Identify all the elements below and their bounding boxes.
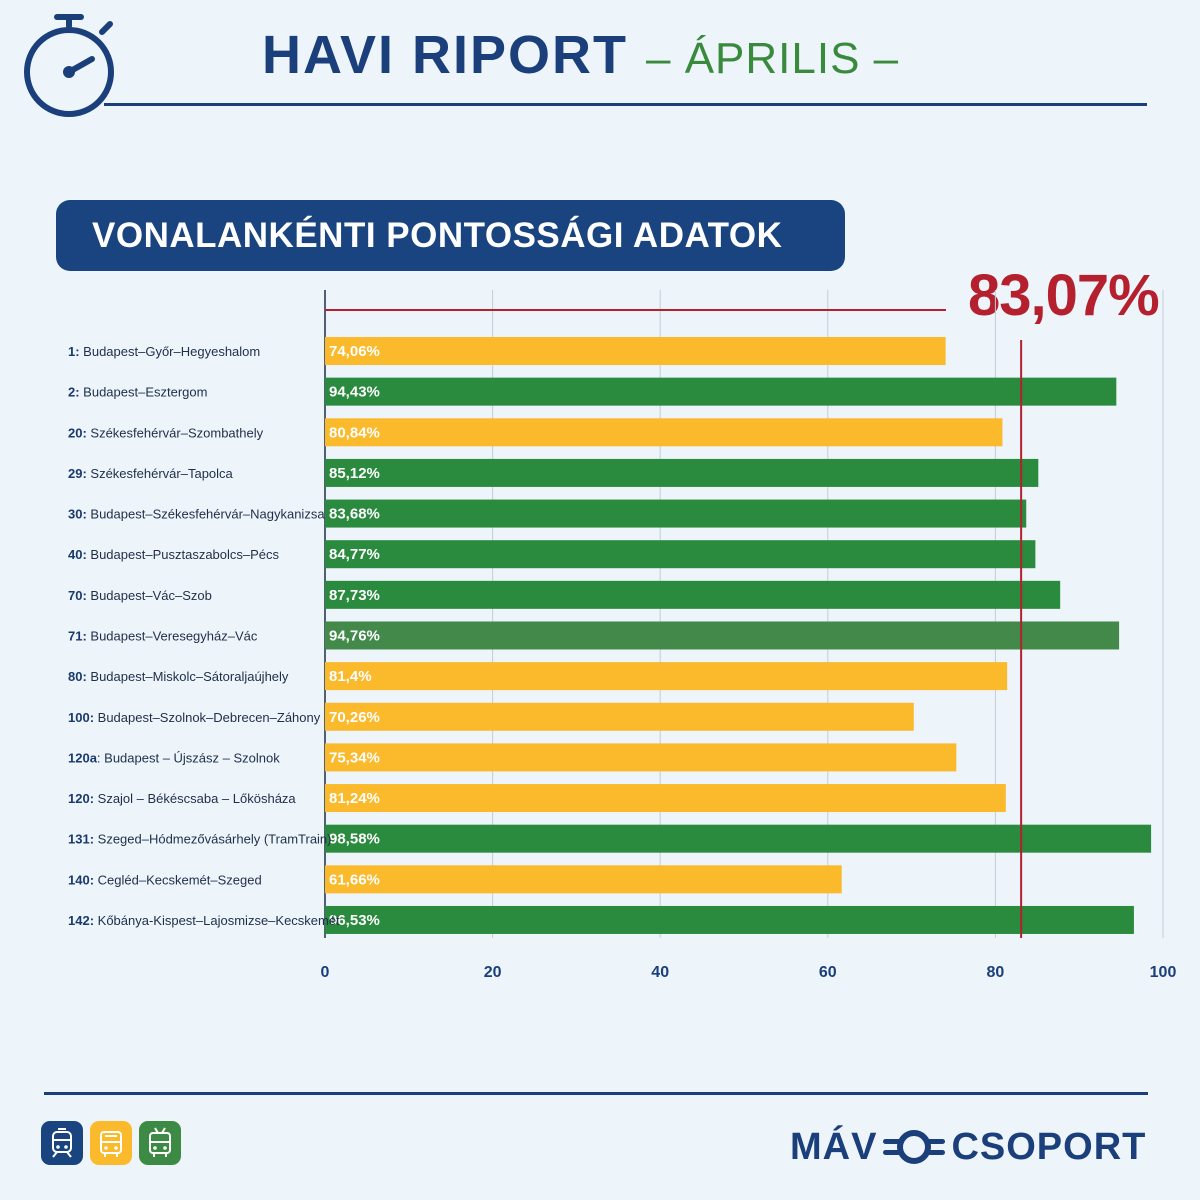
train-icon <box>41 1121 83 1165</box>
category-label: 100: Budapest–Szolnok–Debrecen–Záhony <box>68 710 321 725</box>
x-tick-label: 40 <box>651 964 669 981</box>
category-label: 29: Székesfehérvár–Tapolca <box>68 466 234 481</box>
category-label: 142: Kőbánya-Kispest–Lajosmizse–Kecskemé… <box>68 913 340 928</box>
bar-value-label: 81,24% <box>329 790 380 807</box>
category-label: 30: Budapest–Székesfehérvár–Nagykanizsa <box>68 507 325 522</box>
category-label: 80: Budapest–Miskolc–Sátoraljaújhely <box>68 669 289 684</box>
bar <box>325 662 1008 691</box>
bar-value-label: 84,77% <box>329 546 380 563</box>
logo-text-left: MÁV <box>790 1125 878 1168</box>
reference-value-label: 83,07% <box>968 263 1160 328</box>
bar <box>325 621 1120 650</box>
category-label: 131: Szeged–Hódmezővásárhely (TramTrain) <box>68 832 332 847</box>
bar-value-label: 87,73% <box>329 587 380 604</box>
x-tick-label: 0 <box>321 964 330 981</box>
bar-value-label: 61,66% <box>329 871 380 888</box>
mav-wings-icon <box>883 1130 946 1164</box>
bar <box>325 702 914 731</box>
category-label: 2: Budapest–Esztergom <box>68 385 207 400</box>
bar <box>325 743 957 772</box>
bar <box>325 905 1134 934</box>
logo-text-right: CSOPORT <box>951 1125 1147 1168</box>
bar-value-label: 75,34% <box>329 749 380 766</box>
bar <box>325 499 1027 528</box>
bar-value-label: 81,4% <box>329 668 372 685</box>
bar-value-label: 96,53% <box>329 912 380 929</box>
bar <box>325 580 1061 609</box>
bar-value-label: 94,76% <box>329 627 380 644</box>
bar <box>325 865 842 894</box>
bar <box>325 784 1006 813</box>
bar-value-label: 74,06% <box>329 343 380 360</box>
x-tick-label: 20 <box>484 964 502 981</box>
mav-csoport-logo: MÁV CSOPORT <box>790 1124 1152 1170</box>
category-label: 40: Budapest–Pusztaszabolcs–Pécs <box>68 547 280 562</box>
title-main: HAVI RIPORT <box>262 25 629 85</box>
section-title: VONALANKÉNTI PONTOSSÁGI ADATOK <box>56 200 845 271</box>
bar-value-label: 83,68% <box>329 506 380 523</box>
bar-value-label: 80,84% <box>329 424 380 441</box>
bar-value-label: 70,26% <box>329 709 380 726</box>
bar <box>325 337 946 365</box>
category-label: 20: Székesfehérvár–Szombathely <box>68 425 264 440</box>
x-tick-label: 60 <box>819 964 837 981</box>
category-label: 1: Budapest–Győr–Hegyeshalom <box>68 344 260 359</box>
x-tick-label: 80 <box>987 964 1005 981</box>
bar <box>325 377 1117 406</box>
category-label: 120: Szajol – Békéscsaba – Lőkösháza <box>68 791 296 806</box>
category-label: 70: Budapest–Vác–Szob <box>68 588 212 603</box>
title-subtitle: – ÁPRILIS – <box>646 34 900 83</box>
bar <box>325 824 1152 853</box>
bus-icon <box>90 1121 132 1165</box>
punctuality-bar-chart: 0 20 40 60 80 100 74,06% 1: Budapest–Győr–Hegye… <box>68 290 1177 981</box>
x-tick-label: 100 <box>1150 964 1177 981</box>
stopwatch-icon <box>24 14 114 117</box>
category-label: 120a: Budapest – Újszász – Szolnok <box>68 750 280 765</box>
page-title: HAVI RIPORT – ÁPRILIS – <box>262 24 900 85</box>
bar <box>325 418 1003 447</box>
category-label: 140: Cegléd–Kecskemét–Szeged <box>68 872 262 887</box>
footer-divider <box>44 1092 1148 1095</box>
bar-value-label: 98,58% <box>329 831 380 848</box>
header-divider <box>104 103 1147 106</box>
bar <box>325 540 1036 569</box>
bar <box>325 458 1039 487</box>
trolley-icon <box>139 1121 181 1165</box>
bar-value-label: 85,12% <box>329 465 380 482</box>
bar-value-label: 94,43% <box>329 384 380 401</box>
category-label: 71: Budapest–Veresegyház–Vác <box>68 628 258 643</box>
